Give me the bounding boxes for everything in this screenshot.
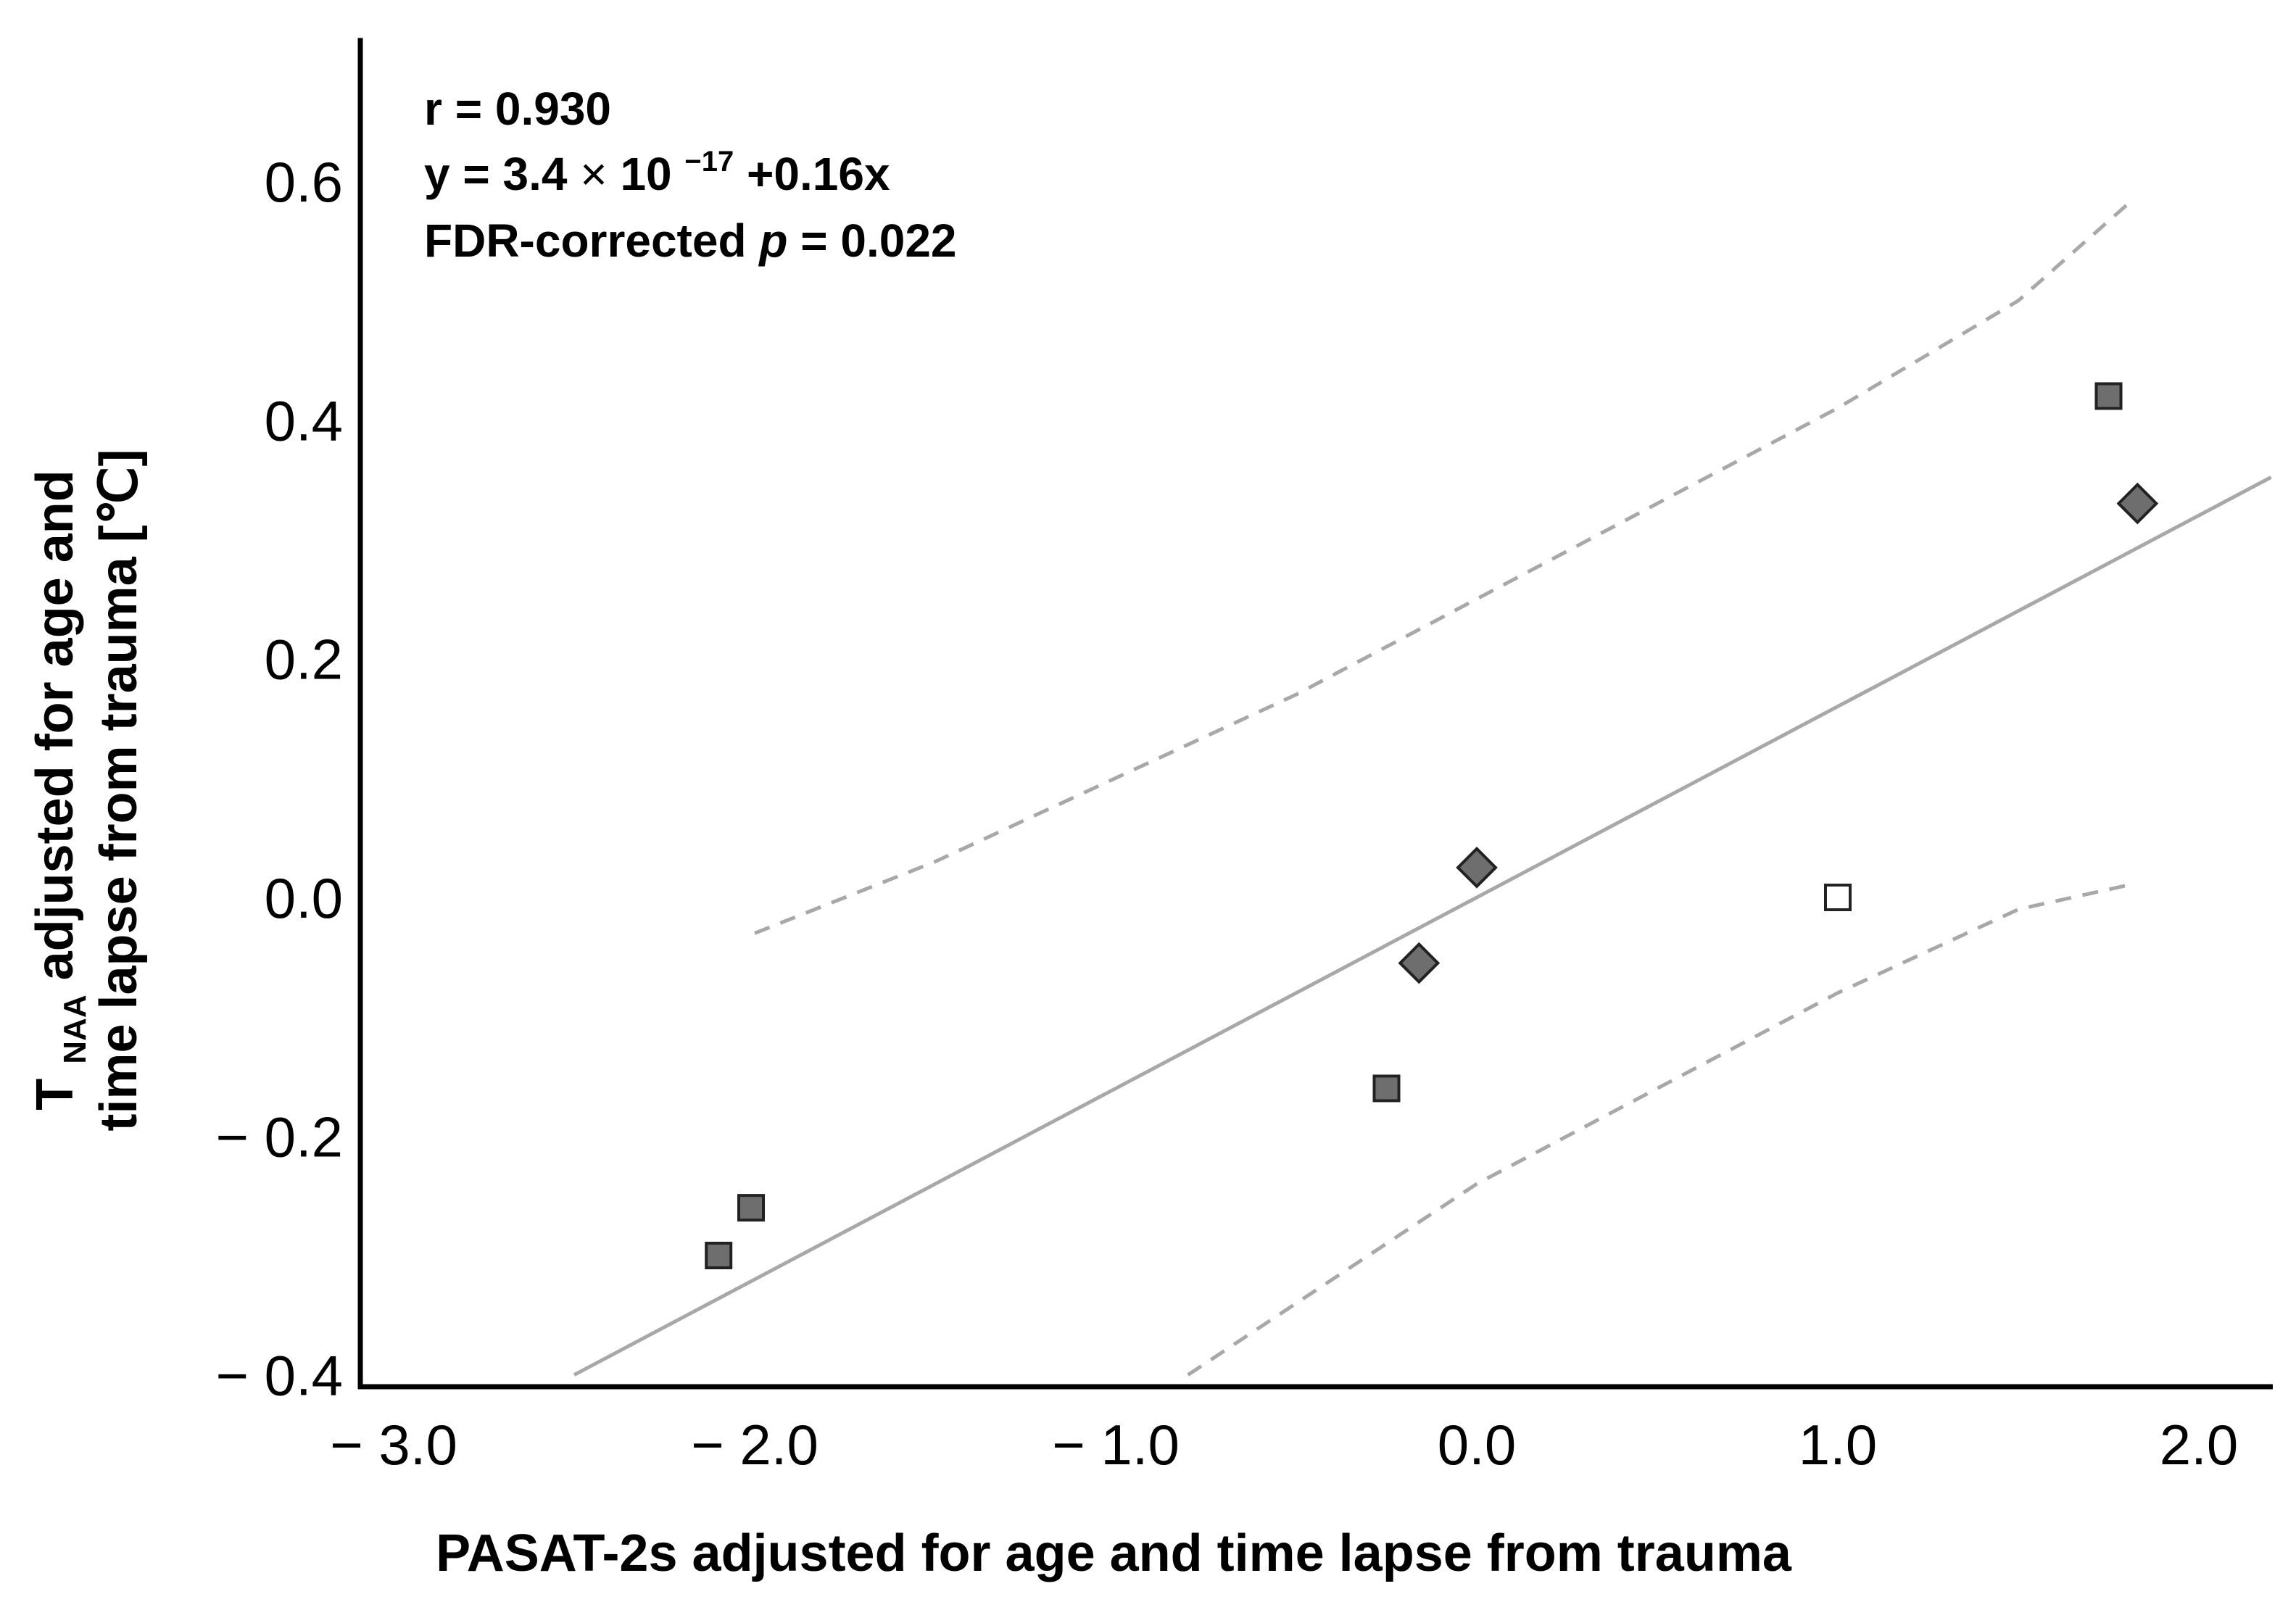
ci-lower-line xyxy=(1187,884,2127,1377)
p-value-annotation: FDR-corrected p = 0.022 xyxy=(424,215,957,267)
ci-upper-line xyxy=(754,204,2129,935)
equation-suffix: +0.16x xyxy=(747,148,890,200)
equation-times: × xyxy=(580,148,607,200)
p-prefix: FDR-corrected xyxy=(424,215,759,267)
y-tick-label-5: − 0.4 xyxy=(215,1344,343,1408)
points-layer xyxy=(705,382,2159,1269)
y-tick-labels: 0.6 0.4 0.2 0.0 − 0.2 − 0.4 xyxy=(215,150,343,1408)
data-point-square-1 xyxy=(737,1194,766,1222)
equation-exponent: −17 xyxy=(684,146,734,178)
data-point-square-0 xyxy=(705,1242,733,1269)
data-point-diamond-7 xyxy=(2116,482,2159,525)
y-tick-label-0: 0.6 xyxy=(265,150,343,214)
data-point-diamond-3 xyxy=(1398,942,1441,984)
p-symbol: p xyxy=(758,215,787,267)
regression-line xyxy=(573,476,2272,1377)
x-tick-label-4: 1.0 xyxy=(1799,1413,1877,1477)
regression-equation: y = 3.4 × 10 −17 +0.16x xyxy=(424,129,890,200)
equation-base: 10 xyxy=(620,148,671,200)
lines-layer xyxy=(573,204,2272,1377)
y-tick-label-4: − 0.2 xyxy=(215,1105,343,1169)
y-axis-label-line1: T NAA adjusted for age and xyxy=(26,470,97,1110)
x-axis-label: PASAT-2s adjusted for age and time lapse… xyxy=(436,1524,1792,1582)
data-point-square-6 xyxy=(2094,382,2123,410)
data-point-square-2 xyxy=(1372,1074,1401,1103)
equation-prefix: y = 3.4 xyxy=(424,148,568,200)
data-point-diamond-4 xyxy=(1456,847,1498,889)
x-tick-label-2: − 1.0 xyxy=(1052,1413,1180,1477)
y-label-symbol: T xyxy=(26,1079,84,1111)
y-axis-label-line2: time lapse from trauma [℃] xyxy=(90,449,148,1131)
p-suffix: = 0.022 xyxy=(800,215,956,267)
x-tick-label-5: 2.0 xyxy=(2160,1413,2238,1477)
y-tick-label-2: 0.2 xyxy=(265,628,343,692)
y-label-line1-rest: adjusted for age and xyxy=(26,470,84,980)
x-tick-label-0: − 3.0 xyxy=(330,1413,457,1477)
y-tick-label-3: 0.0 xyxy=(265,866,343,930)
data-point-square-5 xyxy=(1824,884,1852,911)
x-tick-label-1: − 2.0 xyxy=(691,1413,818,1477)
x-tick-label-3: 0.0 xyxy=(1438,1413,1516,1477)
correlation-annotation: r = 0.930 xyxy=(424,83,611,135)
y-tick-label-1: 0.4 xyxy=(265,389,343,452)
x-tick-labels: − 3.0 − 2.0 − 1.0 0.0 1.0 2.0 xyxy=(330,1413,2238,1477)
y-label-subscript: NAA xyxy=(57,995,93,1063)
y-axis-label: T NAA adjusted for age and time lapse fr… xyxy=(26,449,148,1131)
